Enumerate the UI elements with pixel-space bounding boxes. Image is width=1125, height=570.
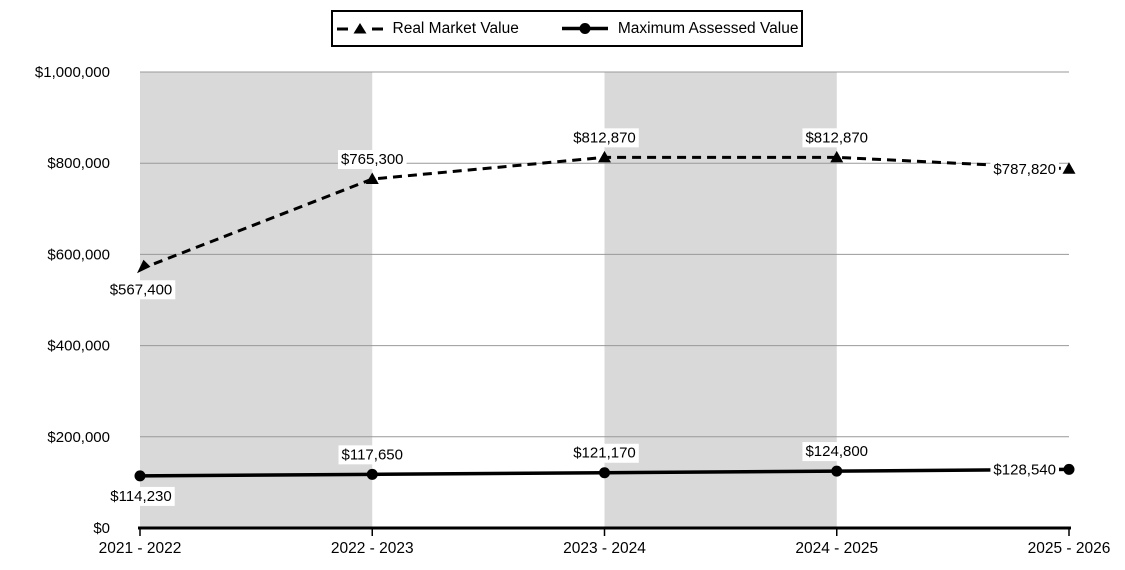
x-axis-tick-label: 2022 - 2023 (331, 540, 414, 557)
marker-maximum-assessed-value (366, 468, 378, 480)
data-label-background (337, 150, 407, 170)
shaded-band (604, 72, 837, 528)
y-axis-tick-label: $800,000 (47, 155, 110, 172)
y-axis-tick-label: $600,000 (47, 246, 110, 263)
data-label-background (338, 445, 406, 465)
marker-maximum-assessed-value (1063, 463, 1075, 475)
dashed-line-triangle-marker-icon (336, 23, 383, 34)
shaded-band (140, 72, 373, 528)
data-label: $128,540 (993, 461, 1056, 478)
data-label: $114,230 (110, 488, 171, 505)
y-axis-tick-label: $0 (93, 520, 110, 537)
data-label-background (990, 159, 1059, 179)
data-label: $765,300 (341, 151, 404, 168)
data-label-background (990, 460, 1059, 480)
marker-real-market-value (1062, 162, 1076, 174)
marker-real-market-value (598, 150, 611, 163)
data-label-background (570, 128, 639, 148)
data-label: $812,870 (805, 129, 868, 146)
x-axis-tick-label: 2025 - 2026 (1028, 540, 1111, 557)
data-label: $124,800 (805, 443, 868, 460)
data-label-background (106, 280, 176, 300)
legend-label-maximum-assessed-value: Maximum Assessed Value (617, 19, 799, 37)
y-axis-tick-label: $1,000,000 (35, 64, 110, 81)
data-label-background (802, 128, 872, 148)
data-label: $812,870 (573, 129, 636, 146)
x-axis-tick-label: 2024 - 2025 (795, 540, 878, 557)
data-label: $787,820 (993, 161, 1056, 178)
y-axis-tick-label: $200,000 (47, 429, 110, 446)
marker-maximum-assessed-value (831, 465, 843, 477)
marker-maximum-assessed-value (134, 470, 146, 482)
data-label-background (107, 486, 175, 506)
legend-label-real-market-value: Real Market Value (392, 19, 519, 37)
data-label-background (802, 442, 872, 462)
y-axis-tick-label: $400,000 (47, 338, 110, 355)
marker-real-market-value (365, 172, 379, 185)
data-label: $117,650 (342, 446, 403, 463)
legend-item-real-market-value: Real Market Value (336, 20, 519, 38)
data-label-background (570, 443, 639, 463)
marker-real-market-value-arrow (137, 259, 151, 274)
marker-real-market-value (830, 150, 844, 163)
x-axis-tick-label: 2023 - 2024 (563, 540, 646, 557)
chart-legend: Real Market Value Maximum Assessed Value (331, 10, 803, 47)
legend-item-maximum-assessed-value: Maximum Assessed Value (561, 19, 799, 38)
solid-line-circle-marker-icon (561, 23, 608, 34)
marker-maximum-assessed-value (599, 467, 610, 479)
data-label: $121,170 (573, 445, 636, 462)
x-axis-tick-label: 2021 - 2022 (99, 540, 182, 557)
data-label: $567,400 (110, 281, 173, 298)
